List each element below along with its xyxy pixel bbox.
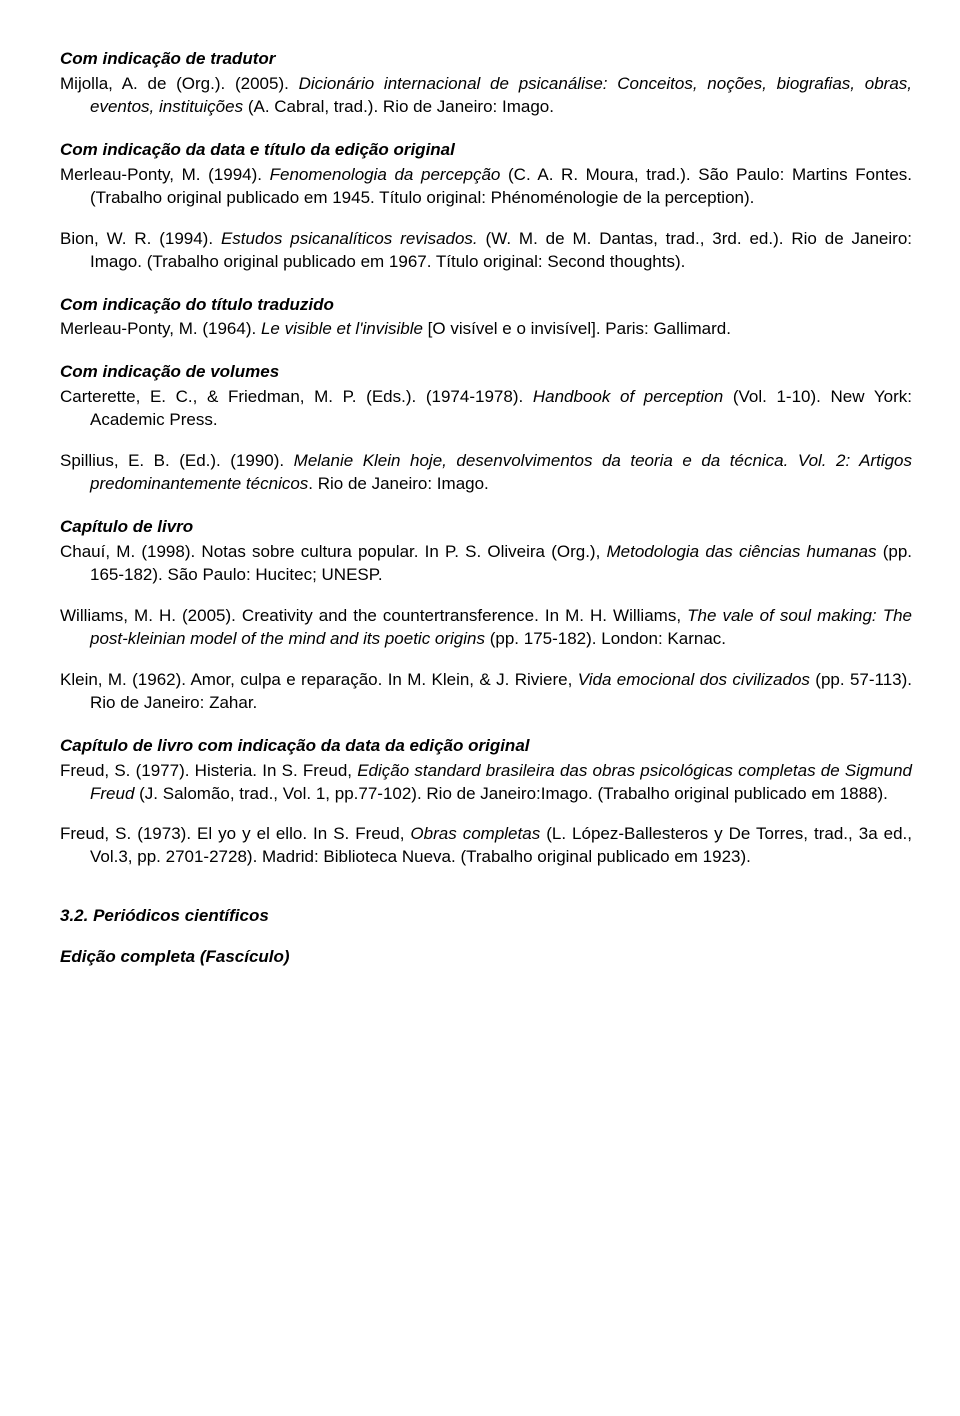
reference-entry: Chauí, M. (1998). Notas sobre cultura po… xyxy=(60,541,912,587)
section-title-tradutor: Com indicação de tradutor xyxy=(60,48,912,71)
reference-entry: Freud, S. (1973). El yo y el ello. In S.… xyxy=(60,823,912,869)
reference-entry: Merleau-Ponty, M. (1964). Le visible et … xyxy=(60,318,912,341)
section-title-capitulo-livro-data: Capítulo de livro com indicação da data … xyxy=(60,735,912,758)
reference-entry: Carterette, E. C., & Friedman, M. P. (Ed… xyxy=(60,386,912,432)
reference-entry: Mijolla, A. de (Org.). (2005). Dicionári… xyxy=(60,73,912,119)
section-subheading-fasciculo: Edição completa (Fascículo) xyxy=(60,946,912,969)
reference-entry: Williams, M. H. (2005). Creativity and t… xyxy=(60,605,912,651)
reference-entry: Merleau-Ponty, M. (1994). Fenomenologia … xyxy=(60,164,912,210)
section-heading-periodicos: 3.2. Periódicos científicos xyxy=(60,905,912,928)
reference-entry: Freud, S. (1977). Histeria. In S. Freud,… xyxy=(60,760,912,806)
section-title-titulo-traduzido: Com indicação do título traduzido xyxy=(60,294,912,317)
reference-entry: Bion, W. R. (1994). Estudos psicanalític… xyxy=(60,228,912,274)
reference-entry: Klein, M. (1962). Amor, culpa e reparaçã… xyxy=(60,669,912,715)
section-title-capitulo-livro: Capítulo de livro xyxy=(60,516,912,539)
section-title-volumes: Com indicação de volumes xyxy=(60,361,912,384)
reference-entry: Spillius, E. B. (Ed.). (1990). Melanie K… xyxy=(60,450,912,496)
section-title-data-edicao: Com indicação da data e título da edição… xyxy=(60,139,912,162)
